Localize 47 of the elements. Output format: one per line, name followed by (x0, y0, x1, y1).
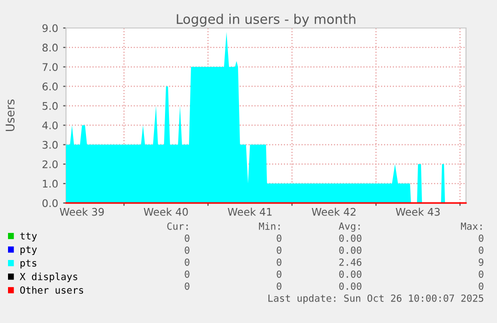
text: 0 (184, 282, 190, 290)
text: 0 (184, 258, 190, 266)
text: 0 (478, 234, 484, 242)
x-tick-label: Week 39 (60, 208, 104, 216)
x-tick-label: Week 43 (396, 208, 440, 216)
text: 0 (276, 246, 282, 254)
text: 0 (276, 234, 282, 242)
text: 0.00 (339, 234, 362, 242)
text: Avg: (338, 222, 360, 232)
text: Max: (460, 222, 482, 230)
text: 0 (478, 246, 484, 254)
y-tick-label: 6.0 (42, 82, 58, 90)
legend-label: Other users (20, 286, 84, 294)
text: 0 (276, 282, 282, 290)
y-tick-label: 1.0 (42, 180, 58, 188)
x-tick-label: Week 40 (144, 208, 188, 216)
chart-title: Logged in users - by month (176, 14, 356, 27)
legend-label: pts (20, 260, 36, 269)
text: Last update: Sun Oct 26 10:00:07 2025 (268, 294, 484, 304)
y-tick-label: 2.0 (42, 160, 58, 168)
text: 0 (184, 246, 190, 254)
x-tick-label: Week 42 (312, 208, 356, 216)
text: 0 (276, 270, 282, 278)
y-tick-label: 4.0 (42, 121, 58, 130)
y-tick-label: 7.0 (42, 63, 58, 71)
y-tick-label: 3.0 (42, 140, 58, 149)
text: Min: (258, 222, 280, 230)
y-tick-label: 9.0 (42, 24, 58, 32)
y-tick-label: 5.0 (42, 102, 58, 110)
text: 0.00 (339, 270, 362, 278)
legend-label: pty (20, 246, 37, 256)
text: 0.00 (339, 246, 362, 254)
y-tick-label: 0.0 (42, 199, 58, 208)
y-tick-label: 8.0 (42, 44, 58, 52)
text: 0 (184, 270, 190, 278)
text: 9 (478, 258, 484, 266)
legend-label: X displays (20, 272, 78, 282)
text: 0.00 (339, 282, 362, 290)
text: 0 (276, 258, 282, 266)
x-tick-label: Week 41 (228, 208, 272, 216)
text: 0 (478, 282, 484, 290)
y-axis-title: Users (6, 100, 15, 132)
text: Cur: (167, 222, 188, 230)
text: 0 (184, 234, 190, 242)
text: 0 (478, 270, 484, 278)
legend-label: tty (20, 232, 37, 242)
text: 2.46 (339, 258, 362, 266)
